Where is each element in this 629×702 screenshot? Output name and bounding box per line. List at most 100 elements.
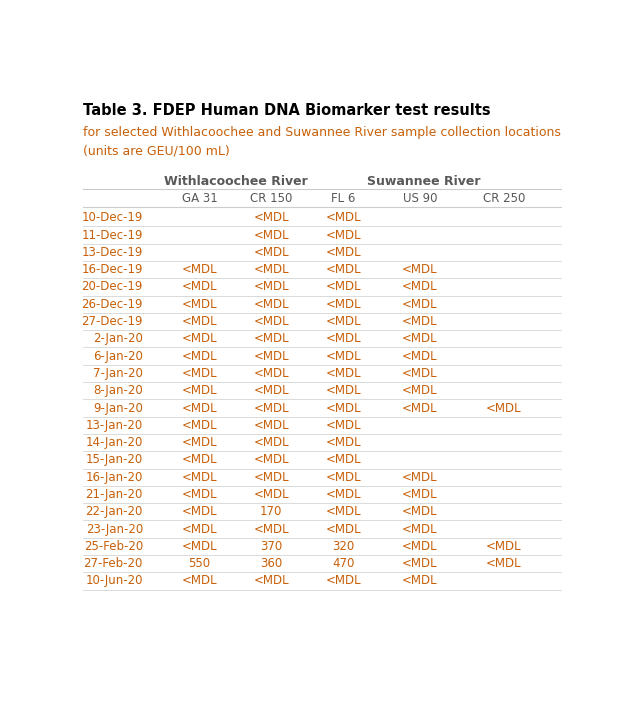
Text: 21-Jan-20: 21-Jan-20 — [86, 488, 143, 501]
Text: <MDL: <MDL — [402, 367, 438, 380]
Text: <MDL: <MDL — [253, 488, 289, 501]
Text: <MDL: <MDL — [326, 488, 361, 501]
Text: 15-Jan-20: 15-Jan-20 — [86, 453, 143, 466]
Text: <MDL: <MDL — [182, 350, 218, 363]
Text: 2-Jan-20: 2-Jan-20 — [93, 332, 143, 345]
Text: <MDL: <MDL — [402, 315, 438, 328]
Text: 8-Jan-20: 8-Jan-20 — [93, 384, 143, 397]
Text: <MDL: <MDL — [326, 263, 361, 276]
Text: <MDL: <MDL — [182, 419, 218, 432]
Text: <MDL: <MDL — [402, 298, 438, 311]
Text: (units are GEU/100 mL): (units are GEU/100 mL) — [84, 145, 230, 158]
Text: 16-Dec-19: 16-Dec-19 — [82, 263, 143, 276]
Text: <MDL: <MDL — [253, 229, 289, 241]
Text: <MDL: <MDL — [326, 315, 361, 328]
Text: FL 6: FL 6 — [331, 192, 355, 205]
Text: 6-Jan-20: 6-Jan-20 — [93, 350, 143, 363]
Text: <MDL: <MDL — [326, 367, 361, 380]
Text: <MDL: <MDL — [402, 350, 438, 363]
Text: <MDL: <MDL — [253, 402, 289, 414]
Text: <MDL: <MDL — [182, 540, 218, 553]
Text: <MDL: <MDL — [402, 505, 438, 518]
Text: <MDL: <MDL — [182, 436, 218, 449]
Text: <MDL: <MDL — [326, 384, 361, 397]
Text: <MDL: <MDL — [182, 402, 218, 414]
Text: Suwannee River: Suwannee River — [367, 175, 481, 187]
Text: <MDL: <MDL — [182, 315, 218, 328]
Text: 10-Jun-20: 10-Jun-20 — [86, 574, 143, 588]
Text: <MDL: <MDL — [326, 436, 361, 449]
Text: <MDL: <MDL — [253, 453, 289, 466]
Text: 27-Dec-19: 27-Dec-19 — [82, 315, 143, 328]
Text: <MDL: <MDL — [253, 419, 289, 432]
Text: <MDL: <MDL — [253, 263, 289, 276]
Text: 26-Dec-19: 26-Dec-19 — [82, 298, 143, 311]
Text: <MDL: <MDL — [326, 332, 361, 345]
Text: <MDL: <MDL — [326, 471, 361, 484]
Text: <MDL: <MDL — [182, 574, 218, 588]
Text: <MDL: <MDL — [326, 298, 361, 311]
Text: <MDL: <MDL — [326, 229, 361, 241]
Text: <MDL: <MDL — [182, 384, 218, 397]
Text: 25-Feb-20: 25-Feb-20 — [84, 540, 143, 553]
Text: <MDL: <MDL — [253, 471, 289, 484]
Text: <MDL: <MDL — [253, 350, 289, 363]
Text: <MDL: <MDL — [402, 557, 438, 570]
Text: <MDL: <MDL — [326, 402, 361, 414]
Text: <MDL: <MDL — [182, 522, 218, 536]
Text: <MDL: <MDL — [402, 384, 438, 397]
Text: 27-Feb-20: 27-Feb-20 — [84, 557, 143, 570]
Text: <MDL: <MDL — [182, 471, 218, 484]
Text: 20-Dec-19: 20-Dec-19 — [82, 280, 143, 293]
Text: Withlacoochee River: Withlacoochee River — [164, 175, 308, 187]
Text: US 90: US 90 — [403, 192, 437, 205]
Text: <MDL: <MDL — [253, 332, 289, 345]
Text: <MDL: <MDL — [326, 280, 361, 293]
Text: 13-Jan-20: 13-Jan-20 — [86, 419, 143, 432]
Text: CR 150: CR 150 — [250, 192, 292, 205]
Text: <MDL: <MDL — [402, 402, 438, 414]
Text: 10-Dec-19: 10-Dec-19 — [82, 211, 143, 224]
Text: <MDL: <MDL — [253, 211, 289, 224]
Text: <MDL: <MDL — [402, 471, 438, 484]
Text: <MDL: <MDL — [402, 280, 438, 293]
Text: 23-Jan-20: 23-Jan-20 — [86, 522, 143, 536]
Text: 470: 470 — [332, 557, 355, 570]
Text: <MDL: <MDL — [182, 505, 218, 518]
Text: <MDL: <MDL — [182, 488, 218, 501]
Text: 550: 550 — [189, 557, 211, 570]
Text: 22-Jan-20: 22-Jan-20 — [86, 505, 143, 518]
Text: GA 31: GA 31 — [182, 192, 218, 205]
Text: <MDL: <MDL — [182, 453, 218, 466]
Text: <MDL: <MDL — [326, 453, 361, 466]
Text: <MDL: <MDL — [182, 298, 218, 311]
Text: 16-Jan-20: 16-Jan-20 — [86, 471, 143, 484]
Text: CR 250: CR 250 — [482, 192, 525, 205]
Text: Table 3. FDEP Human DNA Biomarker test results: Table 3. FDEP Human DNA Biomarker test r… — [84, 103, 491, 118]
Text: <MDL: <MDL — [402, 540, 438, 553]
Text: <MDL: <MDL — [486, 402, 521, 414]
Text: 14-Jan-20: 14-Jan-20 — [86, 436, 143, 449]
Text: <MDL: <MDL — [253, 298, 289, 311]
Text: <MDL: <MDL — [326, 419, 361, 432]
Text: <MDL: <MDL — [402, 332, 438, 345]
Text: <MDL: <MDL — [253, 436, 289, 449]
Text: <MDL: <MDL — [486, 557, 521, 570]
Text: <MDL: <MDL — [402, 488, 438, 501]
Text: <MDL: <MDL — [326, 350, 361, 363]
Text: <MDL: <MDL — [253, 315, 289, 328]
Text: <MDL: <MDL — [253, 367, 289, 380]
Text: 320: 320 — [332, 540, 355, 553]
Text: <MDL: <MDL — [486, 540, 521, 553]
Text: <MDL: <MDL — [253, 280, 289, 293]
Text: <MDL: <MDL — [326, 211, 361, 224]
Text: <MDL: <MDL — [326, 574, 361, 588]
Text: <MDL: <MDL — [402, 574, 438, 588]
Text: <MDL: <MDL — [182, 332, 218, 345]
Text: <MDL: <MDL — [326, 522, 361, 536]
Text: 7-Jan-20: 7-Jan-20 — [93, 367, 143, 380]
Text: 9-Jan-20: 9-Jan-20 — [93, 402, 143, 414]
Text: 11-Dec-19: 11-Dec-19 — [82, 229, 143, 241]
Text: <MDL: <MDL — [402, 263, 438, 276]
Text: <MDL: <MDL — [326, 505, 361, 518]
